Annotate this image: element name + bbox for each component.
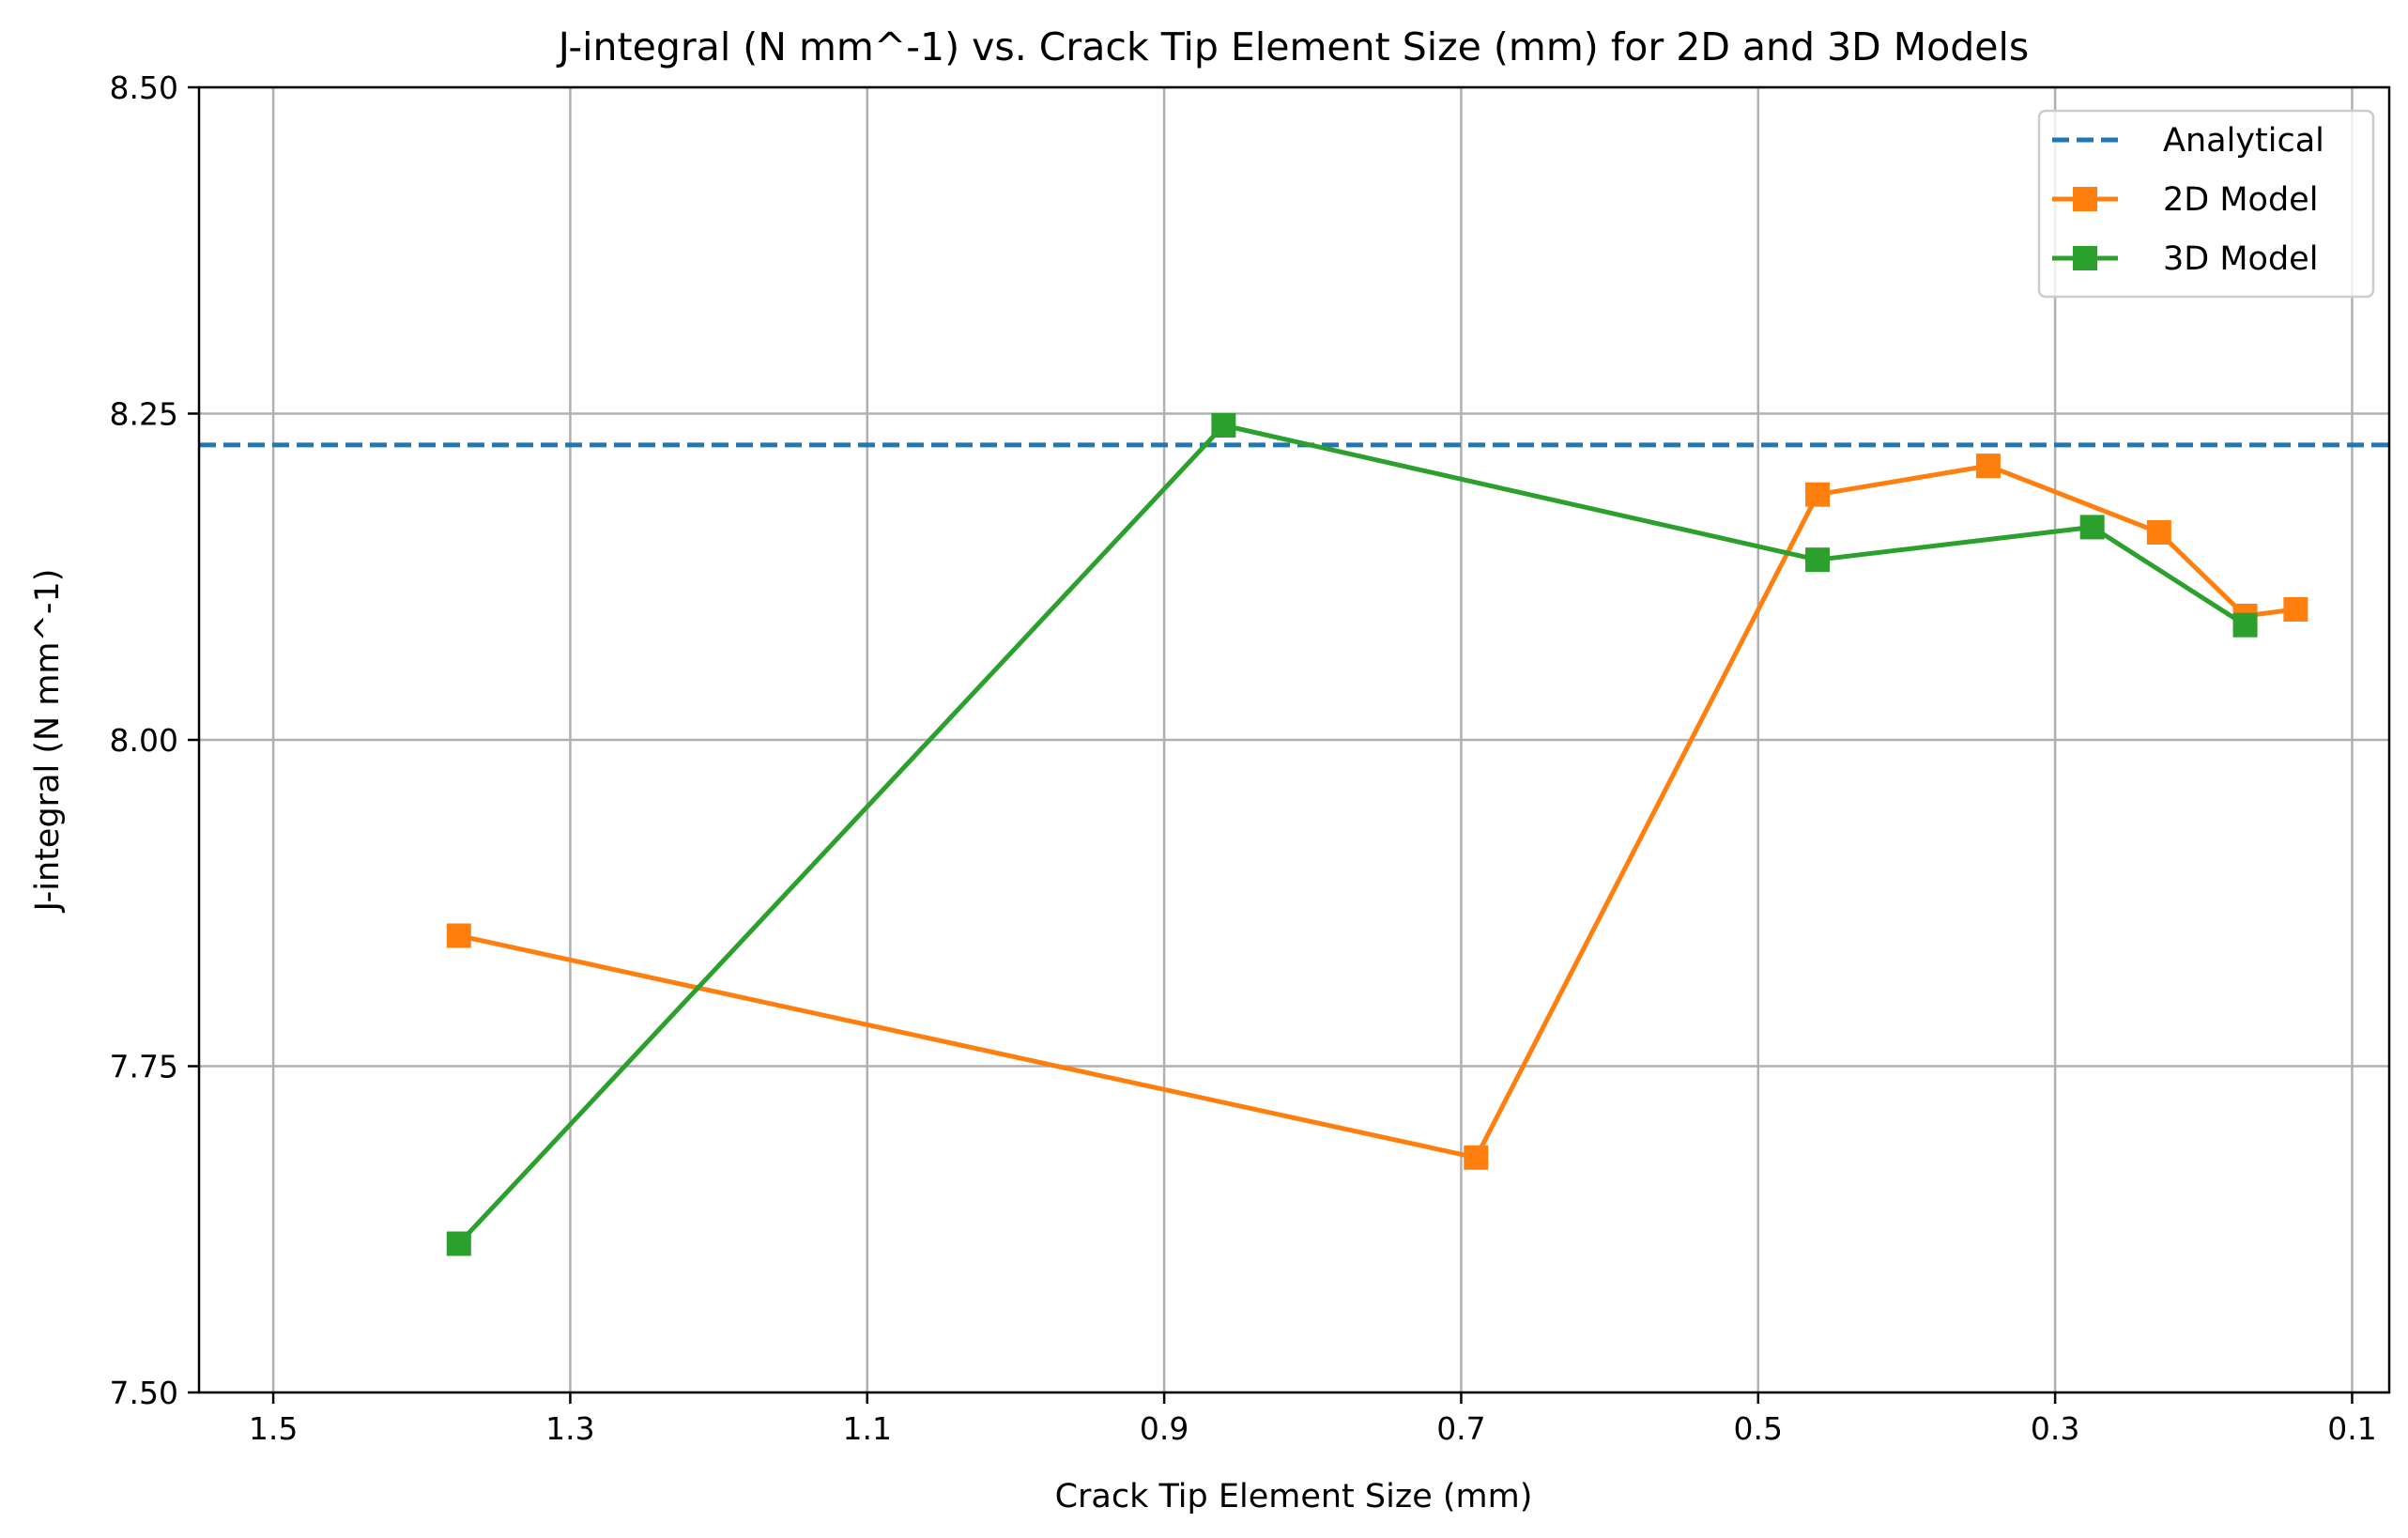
legend-2d-model-marker <box>2073 187 2097 211</box>
3d-model-marker <box>1211 413 1236 438</box>
2d-model-marker <box>1975 454 2001 479</box>
x-axis-ticks: 1.5 1.3 1.1 0.9 0.7 0.5 0.3 0.1 <box>249 1392 2377 1447</box>
2d-model-marker <box>1464 1145 1489 1170</box>
y-tick-label: 7.75 <box>110 1049 178 1085</box>
x-tick-label: 0.7 <box>1436 1410 1485 1447</box>
y-tick-label: 8.50 <box>110 69 178 106</box>
x-tick-label: 1.3 <box>545 1410 594 1447</box>
2d-model-marker <box>446 923 471 948</box>
x-tick-label: 0.1 <box>2327 1410 2376 1447</box>
x-tick-label: 0.5 <box>1734 1410 1783 1447</box>
2d-model-marker <box>2146 519 2171 545</box>
x-tick-label: 0.3 <box>2031 1410 2079 1447</box>
3d-model-marker <box>446 1231 471 1256</box>
y-tick-label: 8.00 <box>110 722 178 759</box>
x-tick-label: 1.1 <box>843 1410 892 1447</box>
2d-model-marker <box>1805 482 1831 507</box>
3d-model-marker <box>1805 547 1831 573</box>
x-tick-label: 1.5 <box>249 1410 298 1447</box>
legend-3d-model-marker <box>2073 246 2097 270</box>
y-axis-label: J-integral (N mm^-1) <box>29 569 67 914</box>
x-tick-label: 0.9 <box>1140 1410 1189 1447</box>
3d-model-marker <box>2232 612 2258 638</box>
chart-title: J-integral (N mm^-1) vs. Crack Tip Eleme… <box>556 24 2030 69</box>
y-axis-ticks: 7.50 7.75 8.00 8.25 8.50 <box>110 69 199 1411</box>
3d-model-marker <box>2079 515 2105 540</box>
x-axis-label: Crack Tip Element Size (mm) <box>1055 1478 1533 1515</box>
legend-box <box>2037 109 2375 299</box>
legend-2d-model-label: 2D Model <box>2163 181 2318 219</box>
y-tick-label: 7.50 <box>110 1375 178 1411</box>
legend-analytical-label: Analytical <box>2163 122 2324 160</box>
2d-model-marker <box>2283 597 2308 622</box>
series-group <box>446 413 2308 1256</box>
y-tick-label: 8.25 <box>110 396 178 433</box>
legend-3d-model-label: 3D Model <box>2163 240 2318 278</box>
legend: Analytical 2D Model 3D Model <box>2037 109 2375 299</box>
